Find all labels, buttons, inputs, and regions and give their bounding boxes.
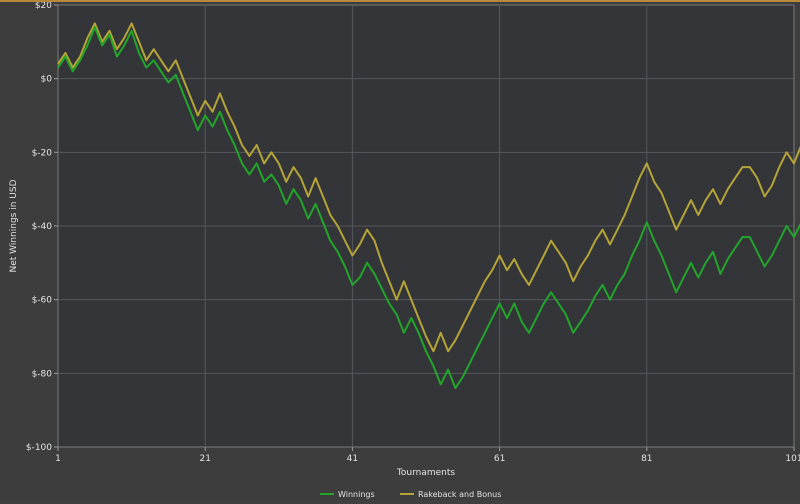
legend-label: Rakeback and Bonus: [418, 490, 501, 499]
x-tick-label: 81: [641, 454, 652, 464]
y-tick-label: $-80: [32, 369, 53, 379]
y-tick-label: $0: [41, 75, 53, 85]
y-tick-label: $-60: [32, 296, 53, 306]
y-axis-label: Net Winnings in USD: [9, 179, 19, 272]
tick-labels: 1 21 41 61 81 101 $20 $0 $-20 $-40 $-60 $-80 $-100: [26, 1, 800, 464]
x-tick-label: 1: [55, 454, 61, 464]
x-tick-label: 21: [199, 454, 210, 464]
series-line: [57, 26, 800, 390]
y-tick-label: $-100: [26, 443, 52, 453]
legend-label: Winnings: [338, 490, 375, 499]
x-axis-label: Tournaments: [396, 468, 455, 478]
y-tick-label: $-20: [32, 148, 53, 158]
series-lines: [57, 22, 800, 390]
x-tick-label: 61: [494, 454, 505, 464]
y-tick-label: $-40: [32, 222, 53, 232]
legend: Winnings Rakeback and Bonus: [320, 490, 501, 499]
gridlines: [58, 5, 794, 447]
y-tick-label: $20: [35, 2, 52, 11]
x-tick-label: 41: [347, 454, 358, 464]
series-line: [57, 22, 800, 353]
x-tick-label: 101: [785, 454, 800, 464]
